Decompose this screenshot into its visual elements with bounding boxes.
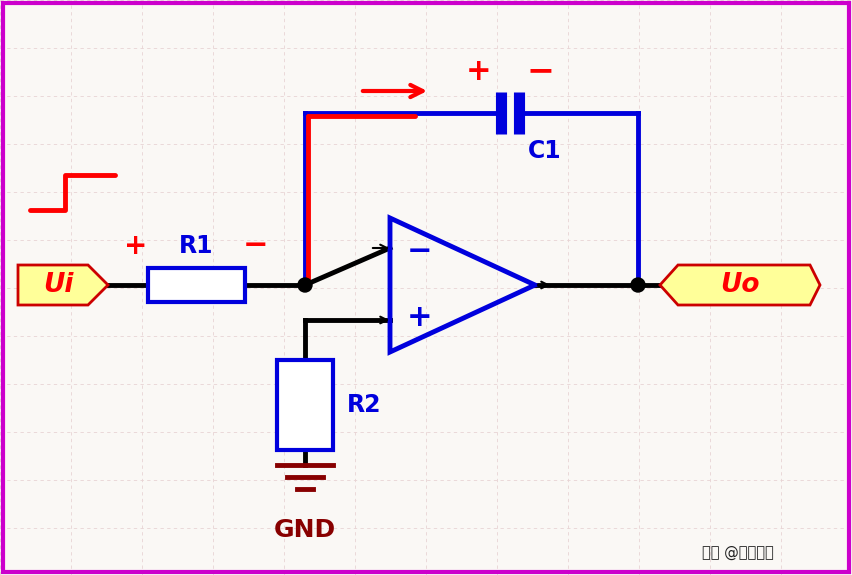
Text: −: − xyxy=(407,236,433,266)
Text: +: + xyxy=(124,232,147,260)
Text: +: + xyxy=(407,302,433,332)
Bar xyxy=(148,268,245,302)
Text: Uo: Uo xyxy=(720,272,760,298)
Text: GND: GND xyxy=(274,518,336,542)
Circle shape xyxy=(631,278,645,292)
Polygon shape xyxy=(18,265,108,305)
Text: −: − xyxy=(242,232,268,260)
Text: R1: R1 xyxy=(179,234,214,258)
Circle shape xyxy=(298,278,312,292)
Polygon shape xyxy=(660,265,820,305)
Text: C1: C1 xyxy=(528,139,561,163)
Text: Ui: Ui xyxy=(43,272,73,298)
Text: 头条 @电子药丸: 头条 @电子药丸 xyxy=(702,545,774,559)
Bar xyxy=(277,360,333,450)
Text: R2: R2 xyxy=(347,393,382,417)
Text: +: + xyxy=(466,56,492,86)
Text: −: − xyxy=(527,55,555,87)
